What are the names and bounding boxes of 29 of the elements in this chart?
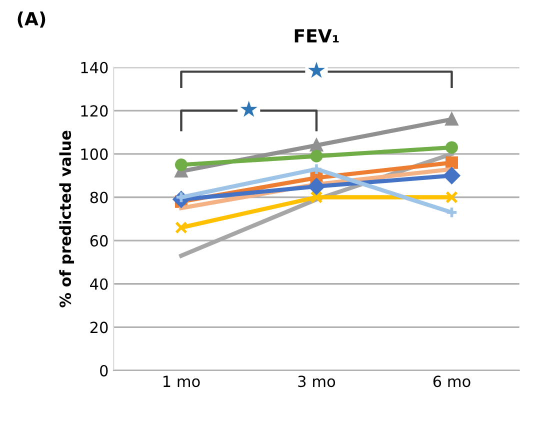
point bbox=[310, 162, 323, 176]
y-tick-label: 60 bbox=[90, 235, 108, 247]
point bbox=[445, 156, 458, 169]
y-tick-label: 100 bbox=[81, 148, 108, 160]
point bbox=[310, 150, 323, 162]
y-tick-label: 0 bbox=[100, 364, 108, 376]
point bbox=[445, 141, 458, 154]
point bbox=[310, 191, 323, 204]
y-tick-label: 80 bbox=[90, 192, 108, 204]
point bbox=[174, 221, 188, 234]
point bbox=[445, 113, 458, 126]
annotation: ★ bbox=[308, 62, 325, 78]
y-tick-label: 40 bbox=[90, 278, 108, 290]
x-tick-label: 3 mo bbox=[298, 376, 336, 388]
point bbox=[445, 206, 458, 219]
text: (A) bbox=[18, 12, 46, 28]
y-axis-title: % of predicted value bbox=[59, 130, 74, 308]
point bbox=[310, 139, 323, 152]
y-tick-label: 20 bbox=[90, 322, 108, 334]
point bbox=[445, 191, 458, 204]
point bbox=[443, 167, 460, 184]
annotation: ★ bbox=[240, 100, 258, 117]
point bbox=[308, 178, 325, 195]
y-tick-label: 120 bbox=[81, 105, 108, 117]
y-tick-label: 140 bbox=[81, 62, 108, 74]
x-tick-label: 1 mo bbox=[164, 376, 200, 388]
point bbox=[174, 158, 188, 172]
x-tick-label: 6 mo bbox=[433, 376, 470, 388]
chart-title: FEV₁ bbox=[294, 29, 339, 42]
